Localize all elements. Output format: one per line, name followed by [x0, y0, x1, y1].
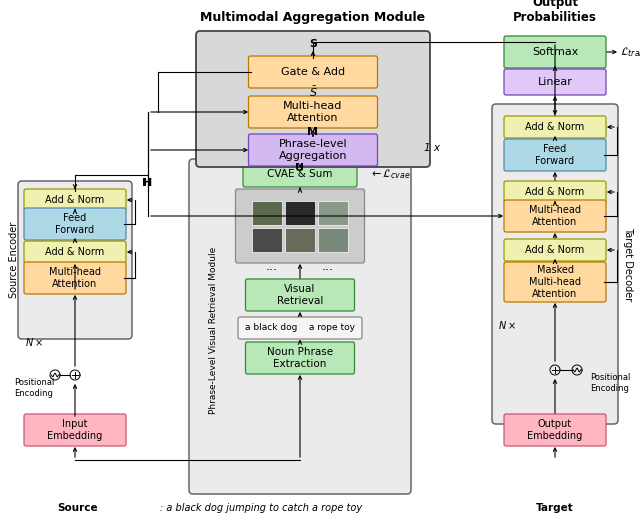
FancyBboxPatch shape	[252, 228, 282, 252]
Text: H: H	[142, 178, 152, 188]
FancyBboxPatch shape	[252, 201, 282, 225]
FancyBboxPatch shape	[504, 36, 606, 68]
FancyBboxPatch shape	[248, 96, 378, 128]
Text: $N\times$: $N\times$	[25, 336, 43, 348]
FancyBboxPatch shape	[504, 69, 606, 95]
Text: Multi-head
Attention: Multi-head Attention	[529, 205, 581, 227]
Text: Feed
Forward: Feed Forward	[56, 213, 95, 235]
FancyBboxPatch shape	[24, 208, 126, 240]
FancyBboxPatch shape	[285, 228, 315, 252]
FancyBboxPatch shape	[246, 279, 355, 311]
Text: Input
Embedding: Input Embedding	[47, 419, 102, 441]
Text: Noun Phrase
Extraction: Noun Phrase Extraction	[267, 347, 333, 369]
Text: Target Decoder: Target Decoder	[623, 227, 633, 301]
FancyBboxPatch shape	[318, 201, 348, 225]
FancyBboxPatch shape	[504, 262, 606, 302]
FancyBboxPatch shape	[18, 181, 132, 339]
Text: Phrase-Level Visual Retrieval Module: Phrase-Level Visual Retrieval Module	[209, 246, 218, 413]
Text: Gate & Add: Gate & Add	[281, 67, 345, 77]
Text: Multi-head
Attention: Multi-head Attention	[49, 267, 101, 289]
Text: 1 x: 1 x	[424, 143, 440, 153]
Text: H: H	[143, 178, 152, 188]
FancyBboxPatch shape	[318, 228, 348, 252]
FancyBboxPatch shape	[196, 31, 430, 167]
FancyBboxPatch shape	[504, 414, 606, 446]
Text: CVAE & Sum: CVAE & Sum	[268, 169, 333, 179]
FancyBboxPatch shape	[492, 104, 618, 424]
Text: Feed
Forward: Feed Forward	[536, 144, 575, 166]
FancyBboxPatch shape	[24, 414, 126, 446]
FancyBboxPatch shape	[504, 139, 606, 171]
Text: Multimodal Aggregation Module: Multimodal Aggregation Module	[200, 11, 426, 25]
FancyBboxPatch shape	[24, 262, 126, 294]
Text: $\mathcal{L}_{trans}$: $\mathcal{L}_{trans}$	[620, 45, 640, 59]
Text: ...: ...	[322, 259, 334, 272]
Text: : a black dog jumping to catch a rope toy: : a black dog jumping to catch a rope to…	[160, 503, 362, 513]
Text: Output
Embedding: Output Embedding	[527, 419, 582, 441]
FancyBboxPatch shape	[504, 200, 606, 232]
Text: Add & Norm: Add & Norm	[45, 247, 104, 257]
FancyBboxPatch shape	[248, 134, 378, 166]
Text: Multi-head
Attention: Multi-head Attention	[284, 101, 342, 123]
Text: U: U	[296, 163, 305, 173]
Text: Output
Probabilities: Output Probabilities	[513, 0, 597, 24]
Text: Add & Norm: Add & Norm	[525, 245, 584, 255]
FancyBboxPatch shape	[24, 189, 126, 211]
Text: Target: Target	[536, 503, 574, 513]
Text: $N\times$: $N\times$	[498, 319, 516, 331]
Text: Masked
Multi-head
Attention: Masked Multi-head Attention	[529, 265, 581, 299]
FancyBboxPatch shape	[246, 342, 355, 374]
Text: Positional
Encoding: Positional Encoding	[590, 373, 630, 393]
Text: a black dog    a rope toy: a black dog a rope toy	[245, 324, 355, 333]
Text: S: S	[309, 39, 317, 49]
FancyBboxPatch shape	[238, 317, 362, 339]
Text: ...: ...	[266, 259, 278, 272]
FancyBboxPatch shape	[248, 56, 378, 88]
FancyBboxPatch shape	[504, 181, 606, 203]
Text: $\bar{S}$: $\bar{S}$	[308, 85, 317, 99]
FancyBboxPatch shape	[504, 239, 606, 261]
FancyBboxPatch shape	[243, 161, 357, 187]
Text: Softmax: Softmax	[532, 47, 578, 57]
Text: $\leftarrow\mathcal{L}_{cvae}$: $\leftarrow\mathcal{L}_{cvae}$	[369, 167, 411, 181]
Text: Positional
Encoding: Positional Encoding	[14, 378, 54, 398]
Text: Add & Norm: Add & Norm	[525, 187, 584, 197]
Text: Linear: Linear	[538, 77, 572, 87]
Text: Source: Source	[58, 503, 99, 513]
Text: M: M	[307, 127, 319, 137]
Text: Visual
Retrieval: Visual Retrieval	[277, 284, 323, 306]
Text: Phrase-level
Aggregation: Phrase-level Aggregation	[278, 139, 348, 161]
FancyBboxPatch shape	[189, 159, 411, 494]
FancyBboxPatch shape	[24, 241, 126, 263]
FancyBboxPatch shape	[285, 201, 315, 225]
Text: Add & Norm: Add & Norm	[45, 195, 104, 205]
Text: Add & Norm: Add & Norm	[525, 122, 584, 132]
Text: Source Encoder: Source Encoder	[9, 222, 19, 298]
FancyBboxPatch shape	[504, 116, 606, 138]
FancyBboxPatch shape	[236, 189, 365, 263]
